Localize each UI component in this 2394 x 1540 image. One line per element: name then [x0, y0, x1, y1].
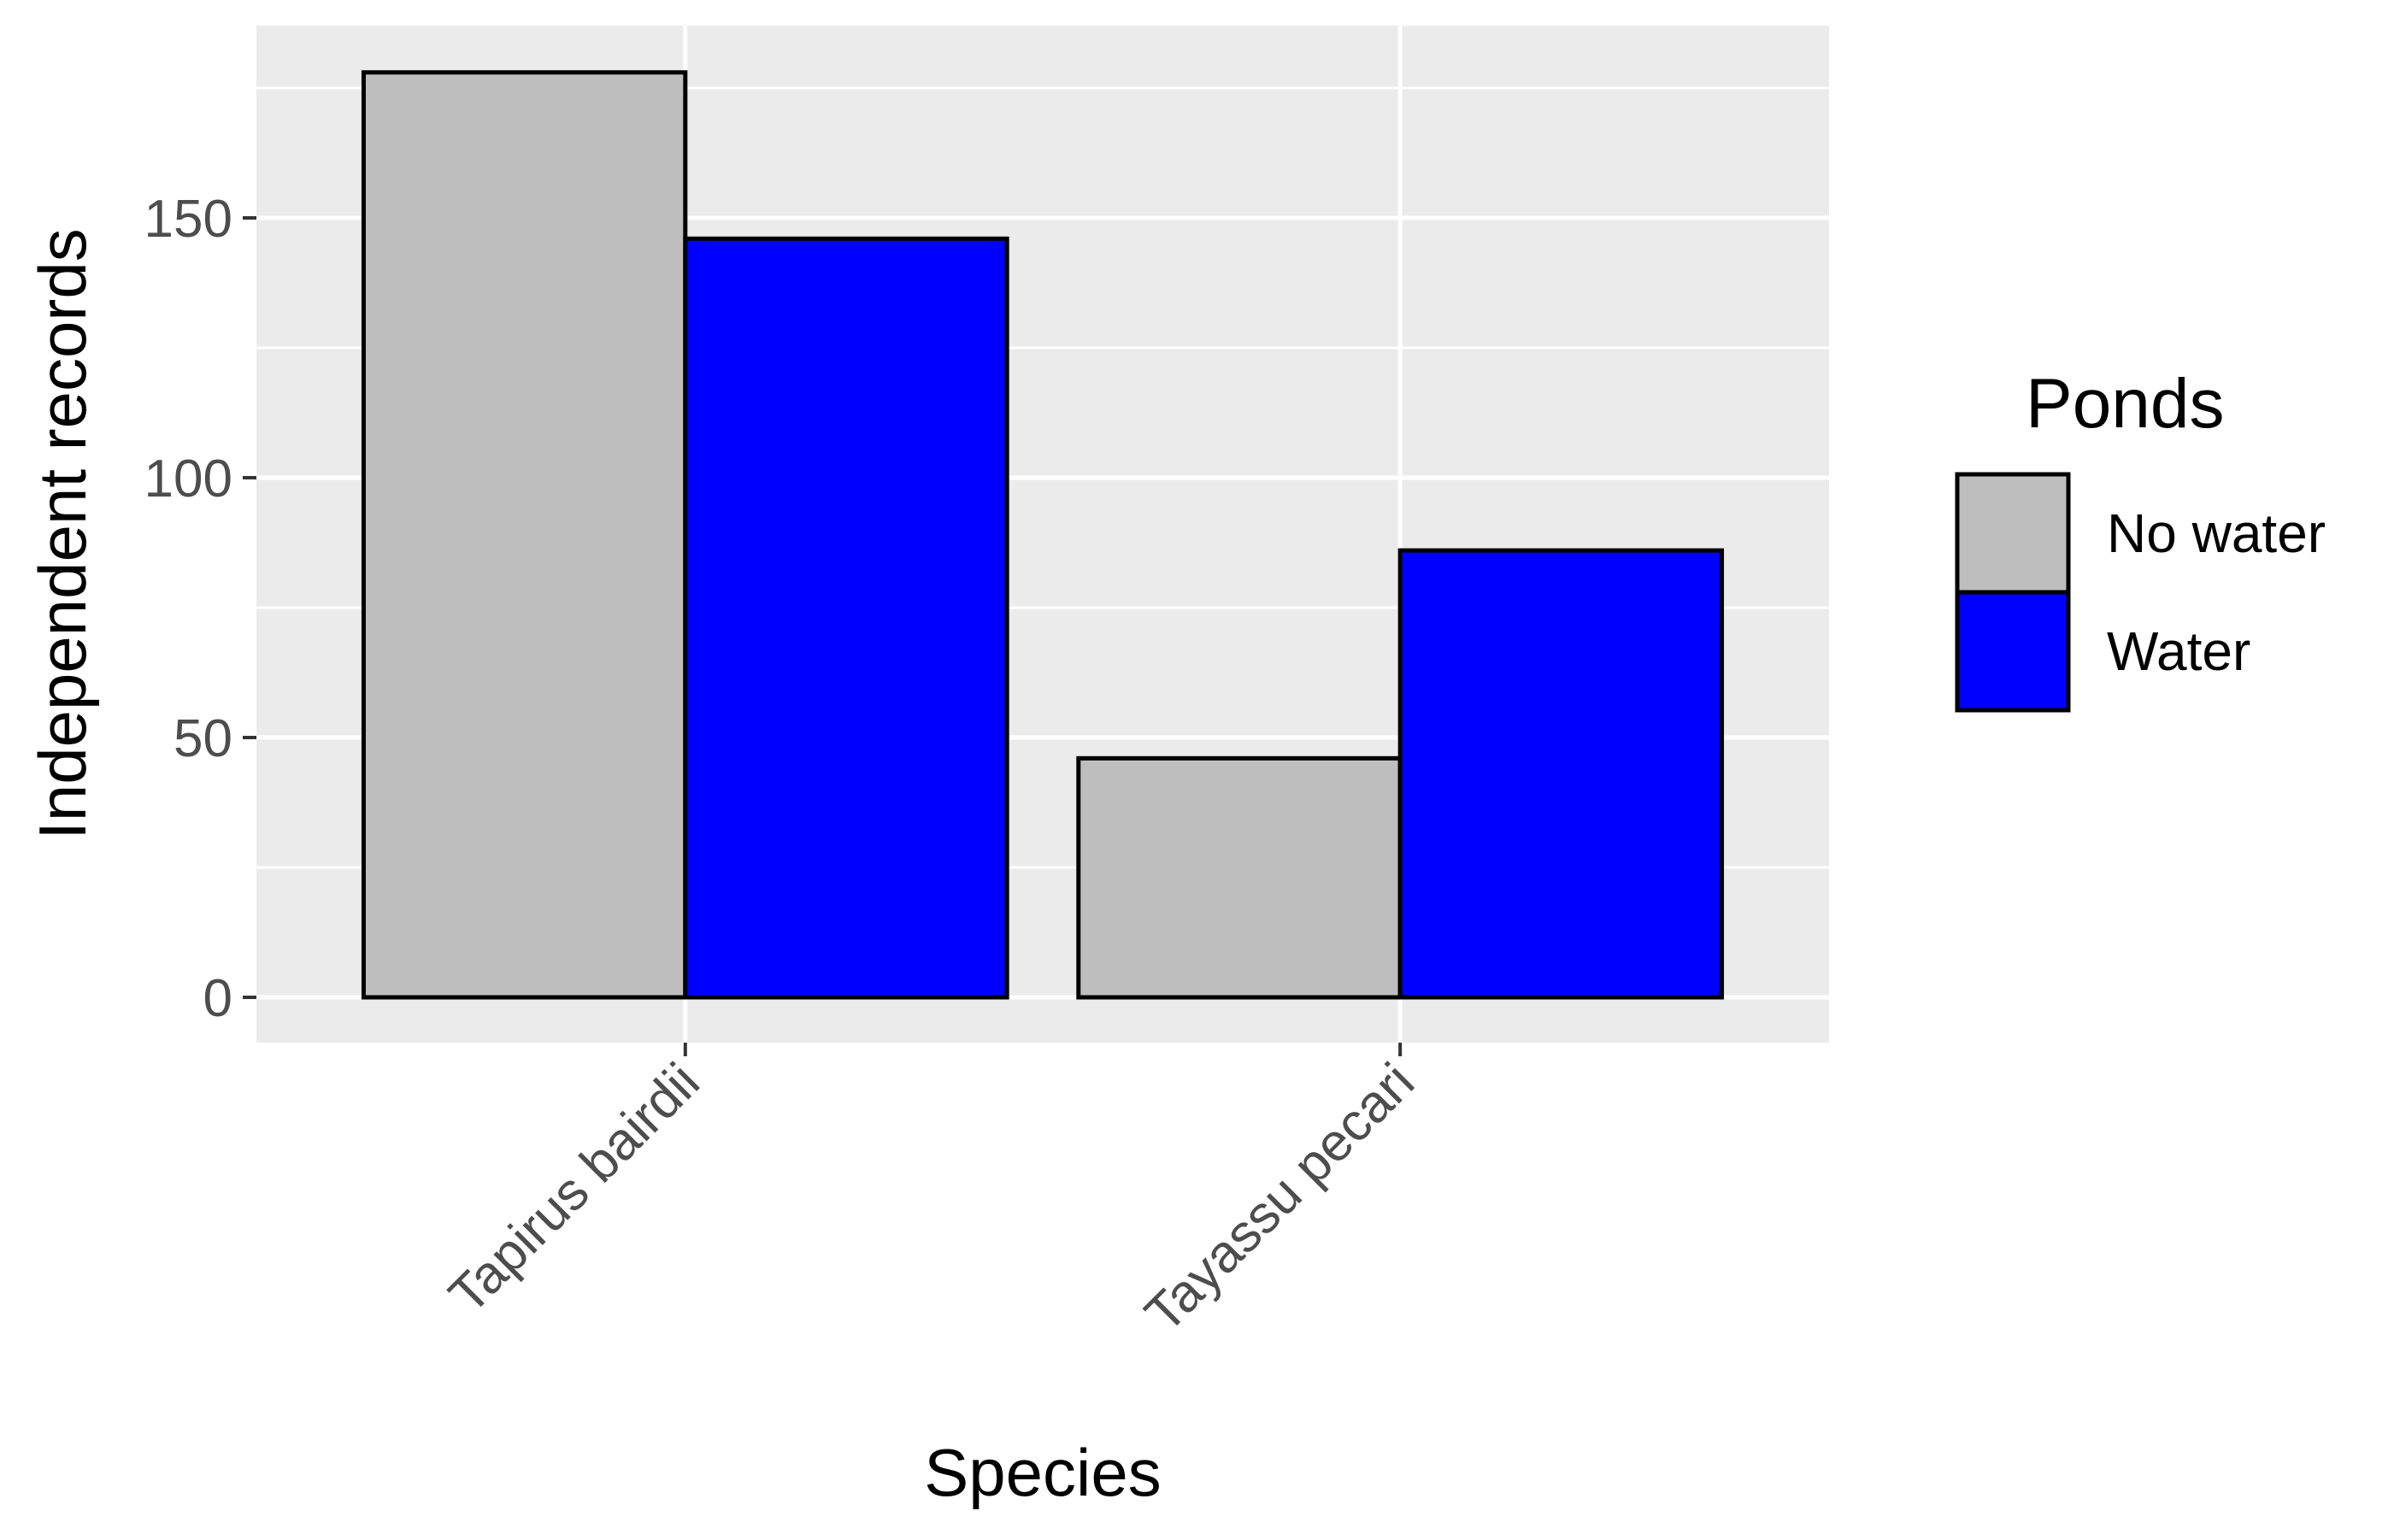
- legend-label-water: Water: [2107, 620, 2250, 682]
- y-tick-label: 50: [174, 709, 232, 768]
- bar-water-1: [683, 236, 1009, 1000]
- bar-no-water-1: [361, 70, 688, 1000]
- legend-key-no-water: [1955, 472, 2071, 595]
- x-axis-title: Species: [924, 1435, 1162, 1510]
- bar-no-water-2: [1076, 755, 1403, 1000]
- y-axis-title: Independent records: [25, 228, 100, 840]
- bars: [361, 70, 1725, 1000]
- y-tick-label: 100: [144, 450, 232, 508]
- y-tick-label: 150: [144, 190, 232, 249]
- legend-items: No water Water: [1955, 472, 2326, 713]
- x-tick-label: Tapirus bairdii: [438, 1052, 710, 1325]
- legend-label-no-water: No water: [2107, 503, 2326, 564]
- bar-water-2: [1397, 548, 1725, 1000]
- legend: Ponds No water Water: [1955, 365, 2326, 713]
- y-axis: 0 50 100 150: [144, 190, 256, 1028]
- y-tick-label: 0: [203, 969, 232, 1028]
- x-axis: Tapirus bairdii Tayassu pecari: [438, 1043, 1426, 1343]
- legend-key-water: [1955, 590, 2071, 713]
- x-tick-label: Tayassu pecari: [1134, 1052, 1426, 1343]
- legend-title: Ponds: [2026, 365, 2225, 443]
